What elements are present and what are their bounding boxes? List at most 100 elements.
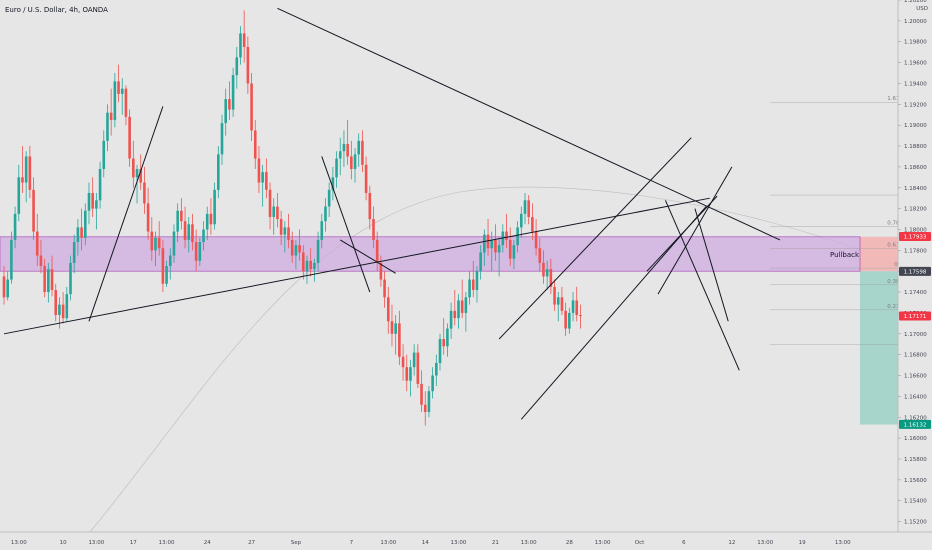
candle-body xyxy=(72,242,76,263)
trendlines[interactable] xyxy=(3,7,781,420)
candle-body xyxy=(383,279,386,298)
candle-body xyxy=(65,294,69,319)
time-tick-label: 14 xyxy=(422,540,429,546)
time-tick-label: 17 xyxy=(130,540,137,546)
candle-body xyxy=(143,182,146,204)
trendline[interactable] xyxy=(88,106,164,322)
candle-body xyxy=(120,88,124,94)
candle-body xyxy=(305,260,309,272)
price-axis-panel[interactable] xyxy=(898,0,932,532)
candle-body xyxy=(231,75,235,110)
candle-body xyxy=(483,234,486,253)
candle-body xyxy=(398,323,401,357)
price-tick-label: 1.16800 xyxy=(904,353,927,359)
candle-body xyxy=(497,245,501,253)
candle-body xyxy=(261,172,264,183)
price-tick-label: 1.16600 xyxy=(904,374,927,380)
price-tick-label: 1.18600 xyxy=(904,165,927,171)
candle-body xyxy=(205,213,209,230)
time-tick-label: 13:00 xyxy=(521,540,537,546)
trendline[interactable] xyxy=(339,239,396,274)
candle-body xyxy=(431,375,434,392)
price-label-tag xyxy=(899,231,931,241)
candle-body xyxy=(301,252,305,272)
price-label-tag xyxy=(899,419,931,429)
candle-body xyxy=(132,158,135,178)
time-axis: 13:00 10 13:00 17 13:00 24 27 Sep 7 13:00 14 13:00 2… xyxy=(11,540,851,546)
candle-body xyxy=(183,221,187,240)
candle-body xyxy=(420,383,423,405)
candle-body xyxy=(394,323,397,334)
candle-body xyxy=(361,140,364,165)
price-tick-label: 1.15400 xyxy=(904,499,927,505)
trendline[interactable] xyxy=(498,137,692,340)
candle-body xyxy=(460,300,464,313)
zones: Pullback xyxy=(0,236,898,425)
candle-body xyxy=(13,213,17,240)
candle-body xyxy=(438,339,442,364)
fib-level-label: 0.382 xyxy=(887,279,903,285)
fib-level-label: 0.618 xyxy=(887,242,903,248)
pullback-zone[interactable] xyxy=(0,236,861,272)
candle-body xyxy=(47,269,50,293)
candle-body xyxy=(316,239,320,263)
time-tick-label: 24 xyxy=(204,540,211,546)
price-label-text: 1.17598 xyxy=(904,269,927,275)
price-tick-label: 1.20200 xyxy=(904,0,927,4)
candle-body xyxy=(375,239,379,263)
candle-body xyxy=(95,200,98,209)
candle-body xyxy=(154,237,157,251)
time-axis-panel[interactable] xyxy=(0,532,932,550)
candle-body xyxy=(187,224,191,240)
candle-body xyxy=(209,213,213,225)
take-profit-box[interactable] xyxy=(860,271,898,425)
trendline[interactable] xyxy=(520,206,707,420)
candle-body xyxy=(386,297,390,322)
candle-body xyxy=(220,123,224,155)
candle-body xyxy=(505,231,508,240)
candle-body xyxy=(194,242,198,261)
candle-body xyxy=(372,219,375,240)
candle-body xyxy=(250,83,253,131)
trendline[interactable] xyxy=(664,200,740,371)
candle-body xyxy=(157,237,161,249)
candle-body xyxy=(290,239,294,256)
candle-body xyxy=(39,255,43,266)
price-tick-label: 1.20000 xyxy=(904,19,927,25)
trendline[interactable] xyxy=(694,208,729,322)
time-tick-label: 10 xyxy=(60,540,67,546)
candle-body xyxy=(508,239,512,259)
trendline[interactable] xyxy=(321,156,371,293)
candle-body xyxy=(475,271,479,290)
candle-body xyxy=(124,88,128,117)
candle-body xyxy=(10,239,13,280)
trendline[interactable] xyxy=(657,166,733,295)
candle-body xyxy=(342,143,346,152)
price-tick-label: 1.18200 xyxy=(904,207,927,213)
candle-body xyxy=(409,367,412,381)
trendline[interactable] xyxy=(277,7,781,241)
candle-body xyxy=(327,189,331,207)
stop-loss-box[interactable] xyxy=(860,236,898,272)
candle-body xyxy=(368,192,372,220)
trendline[interactable] xyxy=(646,195,718,272)
trendline[interactable] xyxy=(3,197,710,335)
candle-body xyxy=(527,200,530,217)
candle-body xyxy=(416,352,420,384)
candle-body xyxy=(17,177,21,214)
candle-body xyxy=(139,168,143,183)
candle-body xyxy=(313,262,316,270)
price-tick-label: 1.15600 xyxy=(904,478,927,484)
candle-body xyxy=(202,229,205,243)
price-tick-label: 1.19800 xyxy=(904,40,927,46)
chart-title: Euro / U.S. Dollar, 4h, OANDA xyxy=(5,6,108,14)
candle-body xyxy=(457,300,460,319)
fib-level-label: 0.786 xyxy=(887,220,903,226)
price-label-tag xyxy=(899,266,931,276)
candle-body xyxy=(346,143,349,157)
candle-body xyxy=(309,260,312,270)
candle-body xyxy=(279,219,283,235)
candle-body xyxy=(298,245,301,253)
